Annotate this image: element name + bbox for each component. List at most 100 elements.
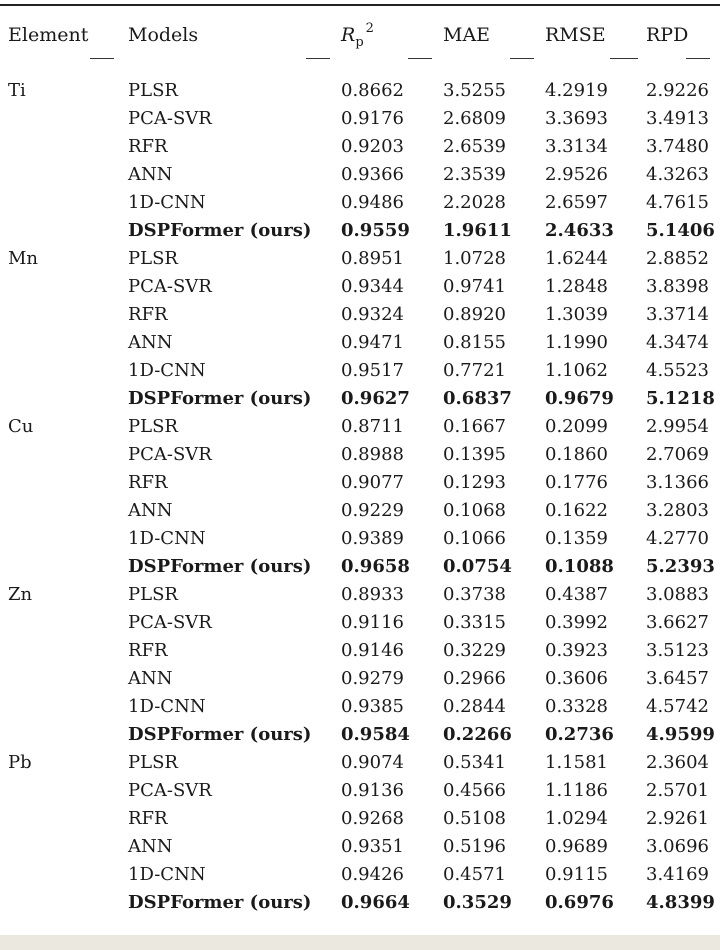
value-cell: 0.8662 (341, 80, 404, 101)
value-cell: 1.1186 (545, 780, 608, 801)
value-cell: 3.0883 (646, 584, 709, 605)
value-cell: 0.9268 (341, 808, 404, 829)
value-cell: 3.6457 (646, 668, 709, 689)
value-cell: 2.9526 (545, 164, 608, 185)
value-cell: 2.6597 (545, 192, 608, 213)
element-cell: Pb (8, 752, 32, 773)
value-cell: 3.3134 (545, 136, 608, 157)
value-cell: 3.4913 (646, 108, 709, 129)
value-cell: 0.9584 (341, 724, 410, 745)
value-cell: 4.2770 (646, 528, 709, 549)
value-cell: 0.3738 (443, 584, 506, 605)
value-cell: 2.5701 (646, 780, 709, 801)
value-cell: 0.9116 (341, 612, 404, 633)
model-cell: RFR (128, 136, 168, 157)
value-cell: 0.1860 (545, 444, 608, 465)
value-cell: 0.8933 (341, 584, 404, 605)
value-cell: 0.9517 (341, 360, 404, 381)
value-cell: 0.1622 (545, 500, 608, 521)
value-cell: 0.9426 (341, 864, 404, 885)
value-cell: 0.3315 (443, 612, 506, 633)
value-cell: 0.1068 (443, 500, 506, 521)
value-cell: 0.9689 (545, 836, 608, 857)
value-cell: 0.9559 (341, 220, 410, 241)
value-cell: 3.3693 (545, 108, 608, 129)
header-rule-segment (510, 58, 534, 59)
value-cell: 3.0696 (646, 836, 709, 857)
value-cell: 0.2966 (443, 668, 506, 689)
value-cell: 0.9136 (341, 780, 404, 801)
value-cell: 0.2099 (545, 416, 608, 437)
table-row: DSPFormer (ours) 0.9664 0.3529 0.6976 4.8399 (0, 890, 720, 918)
value-cell: 2.9954 (646, 416, 709, 437)
value-cell: 1.1990 (545, 332, 608, 353)
table-body: Ti PLSR 0.8662 3.5255 4.2919 2.9226 PCA-SVR 0.9… (0, 78, 720, 918)
value-cell: 0.7721 (443, 360, 506, 381)
value-cell: 3.5123 (646, 640, 709, 661)
value-cell: 0.6837 (443, 388, 512, 409)
header-element: Element (8, 24, 89, 46)
value-cell: 3.3714 (646, 304, 709, 325)
table-row: Cu PLSR 0.8711 0.1667 0.2099 2.9954 (0, 414, 720, 442)
value-cell: 1.6244 (545, 248, 608, 269)
value-cell: 0.8988 (341, 444, 404, 465)
value-cell: 0.1066 (443, 528, 506, 549)
value-cell: 3.4169 (646, 864, 709, 885)
bottom-band (0, 935, 720, 950)
element-cell: Cu (8, 416, 34, 437)
value-cell: 0.9389 (341, 528, 404, 549)
value-cell: 0.3923 (545, 640, 608, 661)
header-r2-sup: 2 (365, 21, 374, 36)
value-cell: 0.9176 (341, 108, 404, 129)
model-cell: ANN (128, 332, 173, 353)
model-cell: PLSR (128, 584, 178, 605)
value-cell: 0.0754 (443, 556, 512, 577)
value-cell: 1.1062 (545, 360, 608, 381)
value-cell: 0.2844 (443, 696, 506, 717)
model-cell: ANN (128, 836, 173, 857)
value-cell: 4.2919 (545, 80, 608, 101)
model-cell: 1D-CNN (128, 360, 206, 381)
value-cell: 4.7615 (646, 192, 709, 213)
table-row: Mn PLSR 0.8951 1.0728 1.6244 2.8852 (0, 246, 720, 274)
value-cell: 3.7480 (646, 136, 709, 157)
value-cell: 2.9261 (646, 808, 709, 829)
value-cell: 0.9344 (341, 276, 404, 297)
value-cell: 0.9146 (341, 640, 404, 661)
table-row: RFR 0.9324 0.8920 1.3039 3.3714 (0, 302, 720, 330)
value-cell: 0.3328 (545, 696, 608, 717)
header-mae: MAE (443, 24, 491, 46)
value-cell: 5.2393 (646, 556, 715, 577)
value-cell: 5.1406 (646, 220, 715, 241)
model-cell: 1D-CNN (128, 864, 206, 885)
table-row: 1D-CNN 0.9426 0.4571 0.9115 3.4169 (0, 862, 720, 890)
value-cell: 0.1667 (443, 416, 506, 437)
value-cell: 2.3604 (646, 752, 709, 773)
value-cell: 1.0294 (545, 808, 608, 829)
table-header: Element Models Rp2 MAE RMSE RPD (0, 20, 720, 60)
value-cell: 0.9658 (341, 556, 410, 577)
value-cell: 0.8951 (341, 248, 404, 269)
value-cell: 0.1395 (443, 444, 506, 465)
value-cell: 0.9679 (545, 388, 614, 409)
table-row: ANN 0.9366 2.3539 2.9526 4.3263 (0, 162, 720, 190)
value-cell: 3.6627 (646, 612, 709, 633)
value-cell: 0.3606 (545, 668, 608, 689)
table-row: ANN 0.9351 0.5196 0.9689 3.0696 (0, 834, 720, 862)
value-cell: 3.8398 (646, 276, 709, 297)
table-row: 1D-CNN 0.9389 0.1066 0.1359 4.2770 (0, 526, 720, 554)
value-cell: 4.3474 (646, 332, 709, 353)
model-cell: PLSR (128, 752, 178, 773)
model-cell: DSPFormer (ours) (128, 220, 312, 241)
value-cell: 0.9115 (545, 864, 608, 885)
value-cell: 3.5255 (443, 80, 506, 101)
table-row: Pb PLSR 0.9074 0.5341 1.1581 2.3604 (0, 750, 720, 778)
value-cell: 0.2266 (443, 724, 512, 745)
header-rule-segment (686, 58, 710, 59)
table-row: Zn PLSR 0.8933 0.3738 0.4387 3.0883 (0, 582, 720, 610)
value-cell: 5.1218 (646, 388, 715, 409)
model-cell: PLSR (128, 416, 178, 437)
value-cell: 0.9351 (341, 836, 404, 857)
table-row: DSPFormer (ours) 0.9627 0.6837 0.9679 5.1218 (0, 386, 720, 414)
value-cell: 0.1293 (443, 472, 506, 493)
